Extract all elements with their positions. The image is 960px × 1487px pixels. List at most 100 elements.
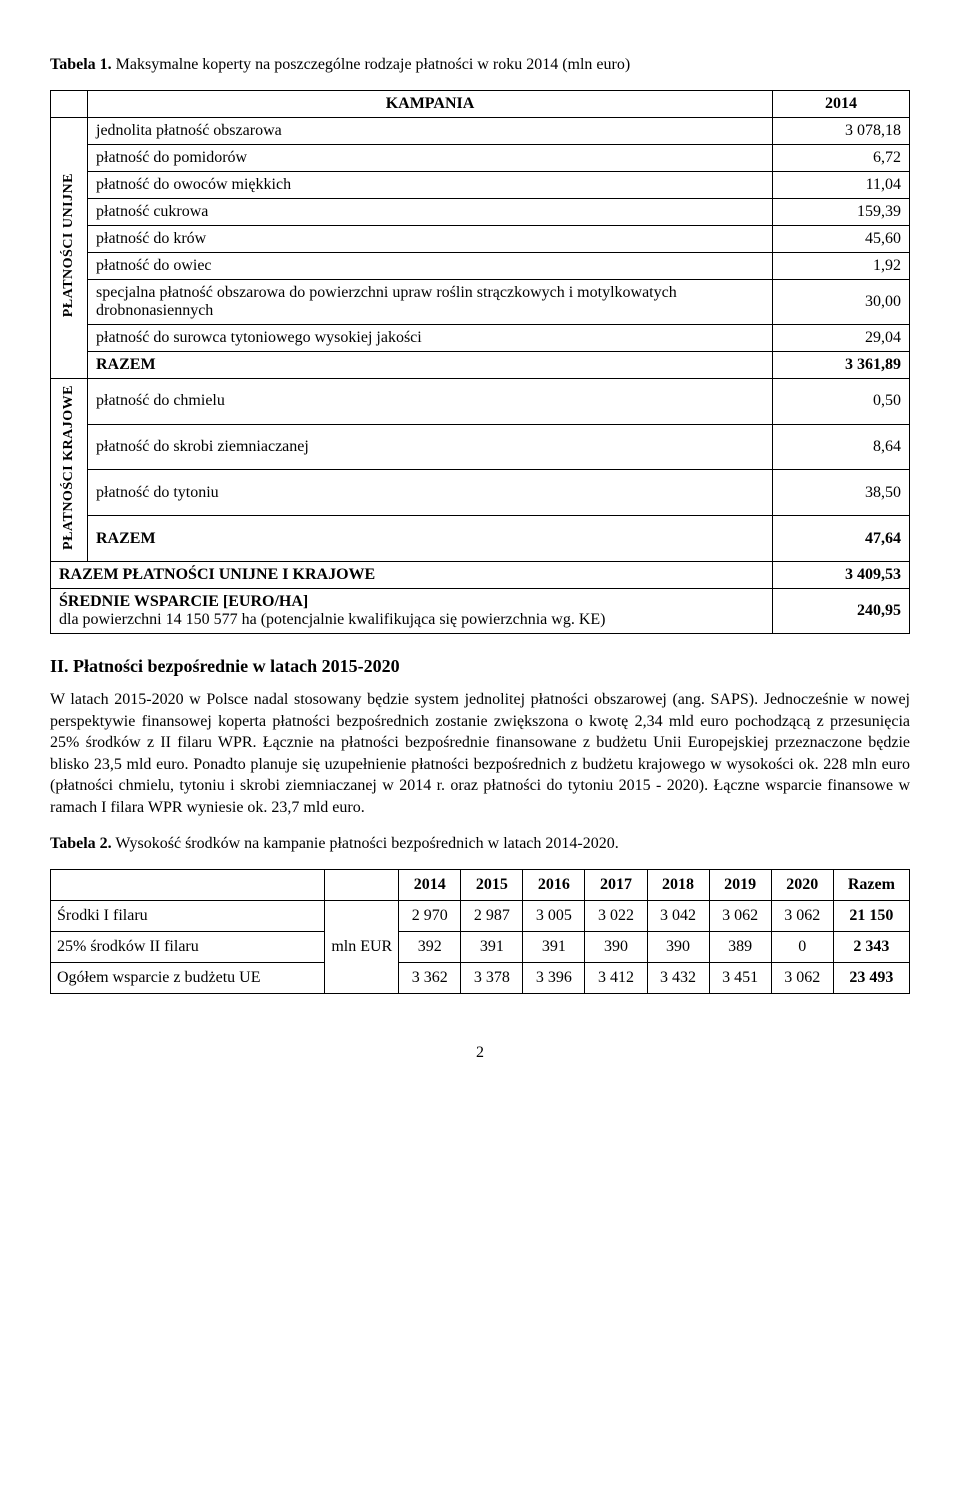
table2-row0-label: Środki I filaru — [51, 900, 325, 931]
table1-unijne-row-0: PŁATNOŚCI UNIJNE jednolita płatność obsz… — [51, 118, 910, 145]
table2-header-row: 2014 2015 2016 2017 2018 2019 2020 Razem — [51, 869, 910, 900]
table2-row2-label: Ogółem wsparcie z budżetu UE — [51, 962, 325, 993]
table1-unijne-label-5: płatność do owiec — [88, 253, 773, 280]
table1-unijne-val-1: 6,72 — [773, 145, 910, 172]
table2-r1-sum: 2 343 — [833, 931, 909, 962]
table1-summary-val: 3 409,53 — [773, 561, 910, 588]
table1-unijne-razem-label: RAZEM — [88, 352, 773, 379]
table1-unijne-row-6: specjalna płatność obszarowa do powierzc… — [51, 280, 910, 325]
table1-unijne-val-3: 159,39 — [773, 199, 910, 226]
table1-krajowe-val-1: 8,64 — [773, 424, 910, 470]
table1-header-row: KAMPANIA 2014 — [51, 91, 910, 118]
table2-r2-c1: 3 378 — [461, 962, 523, 993]
table1-krajowe-razem-label: RAZEM — [88, 516, 773, 562]
table2-r2-sum: 23 493 — [833, 962, 909, 993]
table2-r2-c2: 3 396 — [523, 962, 585, 993]
table1-unijne-label-3: płatność cukrowa — [88, 199, 773, 226]
table1-unijne-val-0: 3 078,18 — [773, 118, 910, 145]
table2-unit-cell: mln EUR — [325, 900, 399, 993]
table1-unijne-label-1: płatność do pomidorów — [88, 145, 773, 172]
table1-unijne-row-3: płatność cukrowa 159,39 — [51, 199, 910, 226]
table2-year-3: 2017 — [585, 869, 647, 900]
table2-year-5: 2019 — [709, 869, 771, 900]
table2-r1-c0: 392 — [399, 931, 461, 962]
table1-avg-row: ŚREDNIE WSPARCIE [EURO/HA] dla powierzch… — [51, 588, 910, 633]
table1-krajowe-label-2: płatność do tytoniu — [88, 470, 773, 516]
table1-krajowe-razem-val: 47,64 — [773, 516, 910, 562]
table1-unijne-label-0: jednolita płatność obszarowa — [88, 118, 773, 145]
table1-unijne-row-5: płatność do owiec 1,92 — [51, 253, 910, 280]
table2-year-2: 2016 — [523, 869, 585, 900]
table2-year-0: 2014 — [399, 869, 461, 900]
table2-r0-c0: 2 970 — [399, 900, 461, 931]
section2-heading: II. Płatności bezpośrednie w latach 2015… — [50, 656, 910, 677]
table1-avg-label-main: ŚREDNIE WSPARCIE [EURO/HA] — [59, 593, 308, 610]
table1-header-empty — [51, 91, 88, 118]
table2-header-empty-1 — [51, 869, 325, 900]
table1-unijne-label-6: specjalna płatność obszarowa do powierzc… — [88, 280, 773, 325]
table1-unijne-row-7: płatność do surowca tytoniowego wysokiej… — [51, 325, 910, 352]
table1-header-campaign: KAMPANIA — [88, 91, 773, 118]
table1-krajowe-row-1: płatność do skrobi ziemniaczanej 8,64 — [51, 424, 910, 470]
table2-r2-c5: 3 451 — [709, 962, 771, 993]
table1-krajowe-row-2: płatność do tytoniu 38,50 — [51, 470, 910, 516]
table1-caption-prefix: Tabela 1. — [50, 56, 112, 73]
table1-unijne-val-6: 30,00 — [773, 280, 910, 325]
table1-unijne-razem-val: 3 361,89 — [773, 352, 910, 379]
table2-razem-header: Razem — [833, 869, 909, 900]
table2-r0-c6: 3 062 — [771, 900, 833, 931]
table1-header-year: 2014 — [773, 91, 910, 118]
table1-avg-label-sub: dla powierzchni 14 150 577 ha (potencjal… — [59, 611, 605, 628]
table2-r0-c4: 3 042 — [647, 900, 709, 931]
table2-r1-c5: 389 — [709, 931, 771, 962]
table1-unijne-vcell: PŁATNOŚCI UNIJNE — [51, 118, 88, 379]
table2-r2-c0: 3 362 — [399, 962, 461, 993]
table2-r0-c2: 3 005 — [523, 900, 585, 931]
section2-paragraph: W latach 2015-2020 w Polsce nadal stosow… — [50, 689, 910, 819]
table1-unijne-row-2: płatność do owoców miękkich 11,04 — [51, 172, 910, 199]
table2-caption-rest: Wysokość środków na kampanie płatności b… — [115, 835, 618, 852]
table2-r1-c3: 390 — [585, 931, 647, 962]
table1-summary-label: RAZEM PŁATNOŚCI UNIJNE I KRAJOWE — [51, 561, 773, 588]
table2-caption-prefix: Tabela 2. — [50, 835, 112, 852]
table1-krajowe-razem: RAZEM 47,64 — [51, 516, 910, 562]
table2-r0-c3: 3 022 — [585, 900, 647, 931]
table2-r1-c4: 390 — [647, 931, 709, 962]
table2-row-1: 25% środków II filaru 392 391 391 390 39… — [51, 931, 910, 962]
table2-row-2: Ogółem wsparcie z budżetu UE 3 362 3 378… — [51, 962, 910, 993]
table1-krajowe-label-1: płatność do skrobi ziemniaczanej — [88, 424, 773, 470]
table1-unijne-val-5: 1,92 — [773, 253, 910, 280]
table2-r0-c1: 2 987 — [461, 900, 523, 931]
table2-header-empty-2 — [325, 869, 399, 900]
table1-avg-val: 240,95 — [773, 588, 910, 633]
table1-unijne-label-2: płatność do owoców miękkich — [88, 172, 773, 199]
table1-krajowe-val-2: 38,50 — [773, 470, 910, 516]
table2-r0-c5: 3 062 — [709, 900, 771, 931]
table1-krajowe-val-0: 0,50 — [773, 379, 910, 425]
table1-krajowe-vcell: PŁATNOŚCI KRAJOWE — [51, 379, 88, 562]
page-number: 2 — [50, 1044, 910, 1062]
table2-year-6: 2020 — [771, 869, 833, 900]
table1-unijne-row-1: płatność do pomidorów 6,72 — [51, 145, 910, 172]
table1: KAMPANIA 2014 PŁATNOŚCI UNIJNE jednolita… — [50, 90, 910, 634]
table1-avg-label: ŚREDNIE WSPARCIE [EURO/HA] dla powierzch… — [51, 588, 773, 633]
table2-year-1: 2015 — [461, 869, 523, 900]
table1-summary-row: RAZEM PŁATNOŚCI UNIJNE I KRAJOWE 3 409,5… — [51, 561, 910, 588]
table1-krajowe-row-0: PŁATNOŚCI KRAJOWE płatność do chmielu 0,… — [51, 379, 910, 425]
table1-unijne-label-4: płatność do krów — [88, 226, 773, 253]
table2-year-4: 2018 — [647, 869, 709, 900]
table1-unijne-vlabel: PŁATNOŚCI UNIJNE — [59, 167, 79, 323]
table1-unijne-val-2: 11,04 — [773, 172, 910, 199]
table1-caption-rest: Maksymalne koperty na poszczególne rodza… — [116, 56, 631, 73]
table2-r2-c6: 3 062 — [771, 962, 833, 993]
table2-r2-c3: 3 412 — [585, 962, 647, 993]
table2-r1-c1: 391 — [461, 931, 523, 962]
table1-krajowe-label-0: płatność do chmielu — [88, 379, 773, 425]
table1-unijne-val-4: 45,60 — [773, 226, 910, 253]
table2-r2-c4: 3 432 — [647, 962, 709, 993]
table1-krajowe-vlabel: PŁATNOŚCI KRAJOWE — [59, 379, 79, 556]
table1-unijne-row-4: płatność do krów 45,60 — [51, 226, 910, 253]
table1-caption: Tabela 1. Maksymalne koperty na poszczeg… — [50, 56, 910, 74]
table2-caption: Tabela 2. Wysokość środków na kampanie p… — [50, 835, 910, 853]
table1-unijne-razem: RAZEM 3 361,89 — [51, 352, 910, 379]
